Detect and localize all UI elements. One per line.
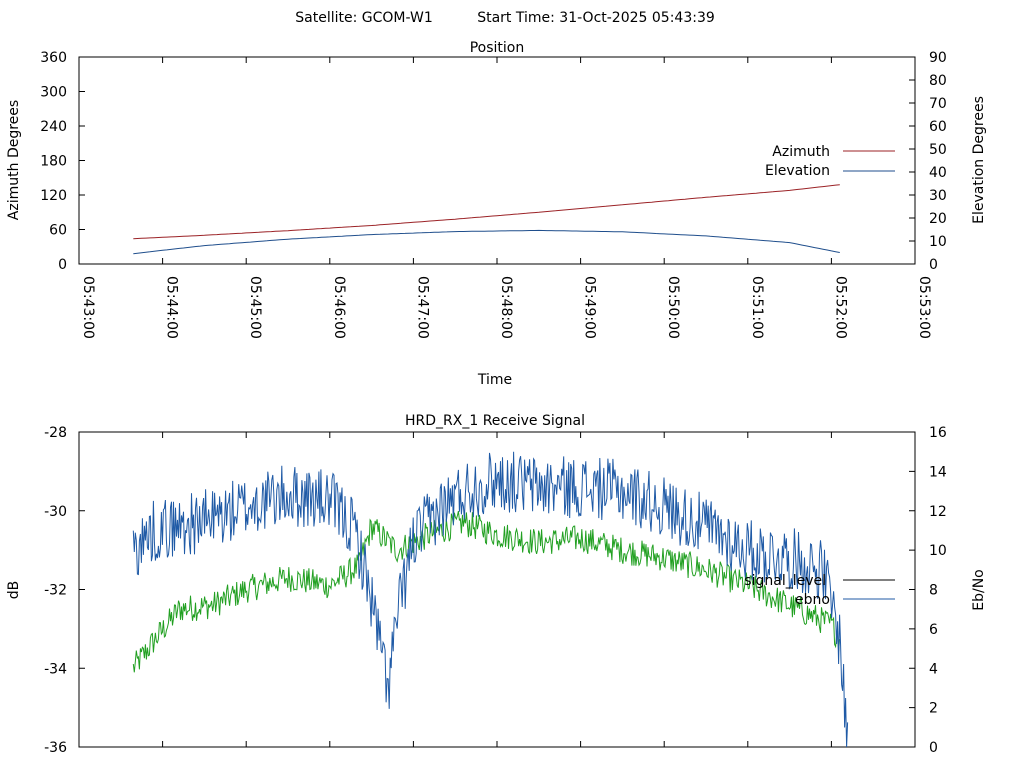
position-y-right-tick-label: 50	[929, 142, 947, 158]
receive-y-right-label: Eb/No	[971, 569, 987, 611]
receive-y-left-tick-label: -30	[44, 504, 67, 520]
receive-signal-chart: HRD_RX_1 Receive Signal dB Eb/No -36 -34 -…	[6, 413, 987, 756]
position-x-tick-label: 05:51:00	[749, 276, 765, 339]
position-y-right-tick-label: 70	[929, 96, 947, 112]
receive-legend: signal_level ebno	[744, 573, 895, 608]
position-y-left-tick-label: 240	[40, 119, 67, 135]
receive-y-right-tick-label: 6	[929, 622, 938, 638]
position-y-left-tick-label: 180	[40, 154, 67, 170]
receive-y-right-tick-label: 2	[929, 701, 938, 717]
legend-label-signal-level: signal_level	[744, 573, 826, 589]
receive-y-left-tick-label: -36	[44, 740, 67, 756]
position-legend: Azimuth Elevation	[765, 144, 895, 179]
position-y-left-tick-label: 60	[49, 223, 67, 239]
receive-y-right-tick-label: 12	[929, 504, 947, 520]
position-chart-title: Position	[470, 40, 525, 56]
position-y-right-tick-label: 60	[929, 119, 947, 135]
position-x-tick-label: 05:53:00	[916, 276, 932, 339]
position-y-right-tick-label: 20	[929, 211, 947, 227]
legend-label-ebno: ebno	[795, 592, 830, 608]
position-x-label: Time	[477, 372, 512, 388]
start-time-label: Start Time: 31-Oct-2025 05:43:39	[477, 10, 715, 26]
position-chart: Position Azimuth Degrees Elevation Degre…	[6, 40, 987, 388]
position-x-tick-label: 05:45:00	[247, 276, 263, 339]
position-x-tick-label: 05:50:00	[665, 276, 681, 339]
position-x-tick-label: 05:46:00	[331, 276, 347, 339]
position-x-tick-label: 05:52:00	[832, 276, 848, 339]
position-y-right-tick-label: 90	[929, 50, 947, 66]
receive-y-left-tick-label: -34	[44, 661, 67, 677]
position-y-left-tick-label: 0	[58, 257, 67, 273]
receive-y-left-tick-label: -28	[44, 425, 67, 441]
receive-y-left-tick-label: -32	[44, 583, 67, 599]
legend-label-elevation: Elevation	[765, 163, 830, 179]
position-y-right-tick-label: 80	[929, 73, 947, 89]
position-x-tick-label: 05:44:00	[164, 276, 180, 339]
position-y-right-tick-label: 30	[929, 188, 947, 204]
satellite-label: Satellite: GCOM-W1	[295, 10, 432, 26]
position-y-right-label: Elevation Degrees	[971, 96, 987, 224]
receive-y-right-tick-label: 10	[929, 543, 947, 559]
receive-y-right-tick-label: 16	[929, 425, 947, 441]
position-series-elevation	[133, 229, 840, 255]
position-y-left-tick-label: 120	[40, 188, 67, 204]
receive-y-right-tick-label: 0	[929, 740, 938, 756]
position-y-left-tick-label: 360	[40, 50, 67, 66]
position-series-azimuth	[133, 184, 840, 240]
receive-signal-title: HRD_RX_1 Receive Signal	[405, 413, 585, 429]
receive-y-right-tick-label: 4	[929, 661, 938, 677]
position-y-left-label: Azimuth Degrees	[6, 100, 22, 220]
position-plot-frame	[78, 56, 916, 265]
position-x-tick-label: 05:49:00	[582, 276, 598, 339]
receive-series-ebno	[132, 451, 849, 748]
receive-y-right-tick-label: 8	[929, 583, 938, 599]
position-x-tick-label: 05:47:00	[414, 276, 430, 339]
position-x-tick-label: 05:48:00	[498, 276, 514, 339]
position-y-right-tick-label: 40	[929, 165, 947, 181]
position-x-tick-label: 05:43:00	[80, 276, 96, 339]
legend-label-azimuth: Azimuth	[772, 144, 830, 160]
receive-y-left-label: dB	[6, 581, 22, 600]
position-y-right-tick-label: 0	[929, 257, 938, 273]
position-y-right-tick-label: 10	[929, 234, 947, 250]
position-y-left-tick-label: 300	[40, 85, 67, 101]
receive-series-signal-level	[132, 510, 841, 673]
receive-y-right-tick-label: 14	[929, 464, 947, 480]
